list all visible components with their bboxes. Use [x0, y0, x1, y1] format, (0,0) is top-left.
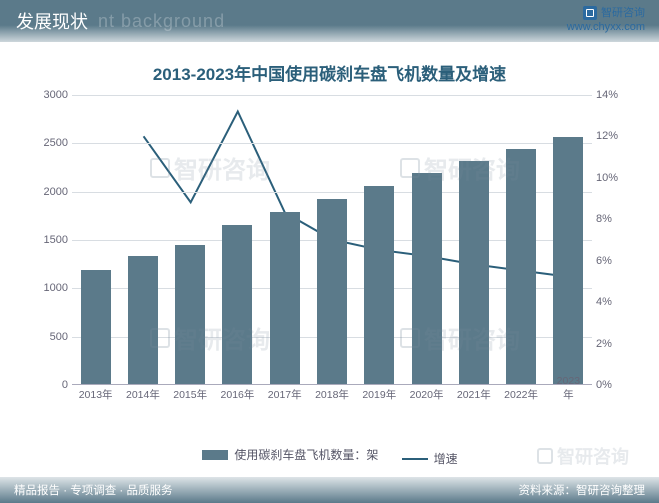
bar	[222, 225, 252, 384]
x-tick-label: 2015年	[173, 387, 207, 402]
y-right-tick: 4%	[596, 296, 626, 308]
bar	[317, 199, 347, 384]
y-left-tick: 500	[34, 331, 68, 343]
legend: 使用碳刹车盘飞机数量：架 增速	[30, 446, 630, 467]
brand-logo-icon	[583, 6, 597, 20]
x-tick-label: 2021年	[457, 387, 491, 402]
header-ghost-text: nt background	[98, 11, 225, 32]
bar	[459, 161, 489, 384]
chart-area: 0500100015002000250030000%2%4%6%8%10%12%…	[30, 95, 630, 425]
y-right-tick: 0%	[596, 379, 626, 391]
y-right-tick: 10%	[596, 172, 626, 184]
legend-bar-swatch	[202, 450, 228, 460]
y-left-tick: 0	[34, 379, 68, 391]
x-tick-label: 2017年	[268, 387, 302, 402]
y-left-tick: 1000	[34, 282, 68, 294]
brand-url: www.chyxx.com	[567, 20, 645, 34]
bar	[175, 245, 205, 384]
y-right-tick: 8%	[596, 213, 626, 225]
header-bar: 发展现状 nt background	[0, 0, 659, 42]
x-tick-label: 2019年	[362, 387, 396, 402]
y-right-tick: 14%	[596, 89, 626, 101]
y-left-tick: 3000	[34, 89, 68, 101]
bar	[506, 149, 536, 384]
x-tick-label: 2016年	[221, 387, 255, 402]
y-left-tick: 1500	[34, 234, 68, 246]
legend-line-item: 增速	[402, 450, 458, 467]
footer-left: 精品报告 · 专项调查 · 品质服务	[14, 482, 172, 498]
x-tick-label: 2023年	[557, 375, 581, 402]
y-right-tick: 6%	[596, 255, 626, 267]
x-tick-label: 2018年	[315, 387, 349, 402]
plot-region: 0500100015002000250030000%2%4%6%8%10%12%…	[72, 95, 592, 385]
bar	[553, 137, 583, 384]
bar	[364, 186, 394, 384]
legend-line-label: 增速	[434, 450, 458, 467]
x-tick-label: 2022年	[504, 387, 538, 402]
header-title: 发展现状	[16, 8, 88, 34]
x-tick-label: 2013年	[79, 387, 113, 402]
x-tick-label: 2020年	[410, 387, 444, 402]
y-left-tick: 2500	[34, 137, 68, 149]
legend-bar-label: 使用碳刹车盘飞机数量：架	[234, 446, 378, 463]
bar	[270, 212, 300, 384]
growth-line	[144, 112, 568, 277]
footer-right: 资料来源：智研咨询整理	[519, 482, 646, 498]
footer-bar: 精品报告 · 专项调查 · 品质服务 资料来源：智研咨询整理	[0, 477, 659, 503]
bar	[412, 173, 442, 384]
chart-title: 2013-2023年中国使用碳刹车盘飞机数量及增速	[0, 60, 659, 85]
bar	[128, 256, 158, 384]
legend-bar-item: 使用碳刹车盘飞机数量：架	[202, 446, 378, 463]
legend-line-swatch	[402, 458, 428, 460]
source-brand-block: 智研咨询 www.chyxx.com	[567, 6, 645, 35]
brand-name: 智研咨询	[601, 6, 645, 20]
y-right-tick: 2%	[596, 338, 626, 350]
bar	[81, 270, 111, 384]
y-right-tick: 12%	[596, 130, 626, 142]
x-tick-label: 2014年	[126, 387, 160, 402]
y-left-tick: 2000	[34, 186, 68, 198]
